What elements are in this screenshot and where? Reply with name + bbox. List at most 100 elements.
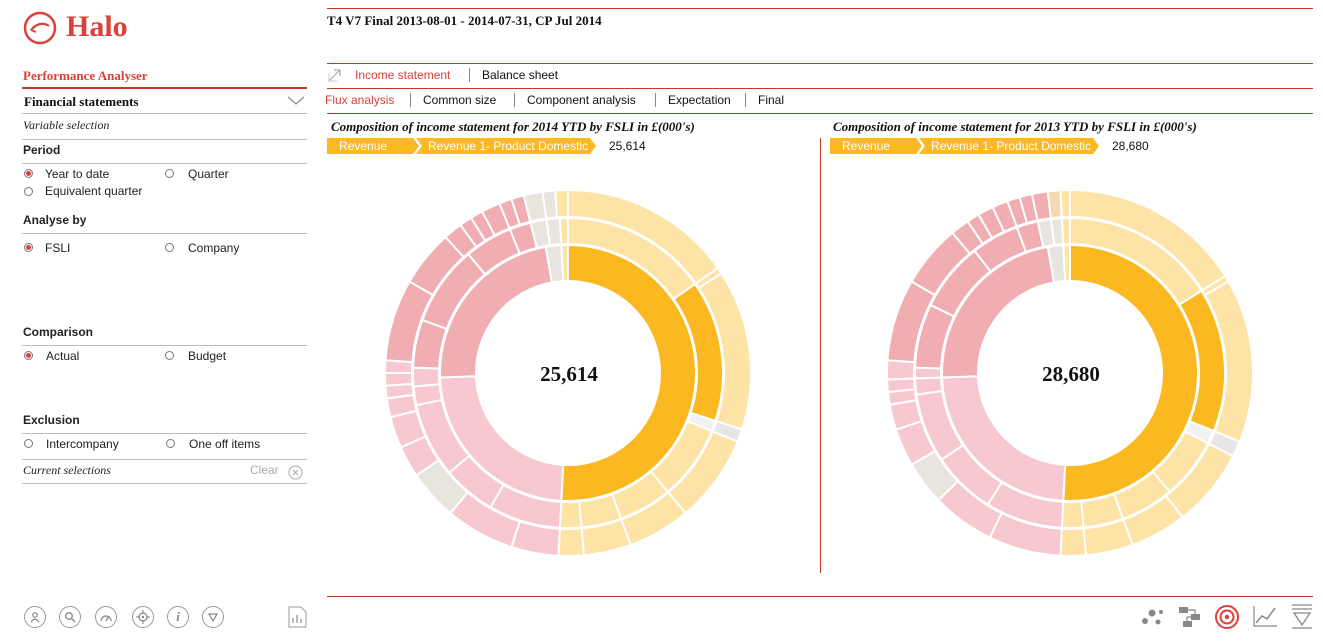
app-name: Halo bbox=[66, 10, 128, 43]
panel-divider bbox=[820, 138, 821, 573]
exclusion-label: Exclusion bbox=[23, 413, 80, 427]
tab-balance-sheet[interactable]: Balance sheet bbox=[482, 68, 559, 82]
sunburst-segment[interactable] bbox=[1060, 500, 1085, 529]
sunburst-segment[interactable] bbox=[1060, 216, 1071, 246]
radio-equivalent-quarter[interactable] bbox=[24, 187, 33, 196]
chart-title-2013: Composition of income statement for 2013… bbox=[833, 119, 1197, 134]
tab-common-size[interactable]: Common size bbox=[423, 93, 497, 107]
sunburst-segment[interactable] bbox=[886, 377, 916, 394]
section-financial-statements[interactable]: Financial statements bbox=[24, 94, 139, 109]
report-title: T4 V7 Final 2013-08-01 - 2014-07-31, CP … bbox=[327, 13, 602, 28]
sunburst-segment[interactable] bbox=[1062, 243, 1071, 283]
radio-year-to-date[interactable] bbox=[24, 169, 33, 178]
sunburst-segment[interactable] bbox=[412, 366, 441, 388]
breadcrumb-value: 28,680 bbox=[1112, 139, 1149, 153]
sunburst-segment[interactable] bbox=[914, 376, 944, 396]
divider bbox=[22, 163, 307, 164]
report-icon[interactable] bbox=[288, 606, 307, 628]
user-icon[interactable] bbox=[24, 606, 46, 628]
sunburst-segment[interactable] bbox=[554, 188, 569, 219]
breadcrumb-revenue-product-domestic[interactable]: Revenue 1- Product Domestic bbox=[416, 138, 596, 154]
sunburst-segment[interactable] bbox=[886, 359, 916, 381]
sunburst-segment[interactable] bbox=[1062, 243, 1199, 502]
chart-title-2014: Composition of income statement for 2014… bbox=[331, 119, 695, 134]
clear-close-icon[interactable] bbox=[288, 465, 303, 480]
sunburst-segment[interactable] bbox=[558, 216, 569, 246]
divider bbox=[22, 433, 307, 434]
tab-income-statement[interactable]: Income statement bbox=[355, 68, 451, 82]
divider bbox=[22, 113, 307, 114]
option-equivalent-quarter[interactable]: Equivalent quarter bbox=[45, 184, 143, 198]
divider bbox=[22, 345, 307, 346]
sunburst-segment[interactable] bbox=[545, 217, 563, 247]
radio-actual[interactable] bbox=[24, 351, 33, 360]
sunburst-icon[interactable] bbox=[1214, 604, 1240, 630]
radio-fsli[interactable] bbox=[24, 243, 33, 252]
tab-component-analysis[interactable]: Component analysis bbox=[527, 93, 636, 107]
period-label: Period bbox=[23, 143, 61, 157]
tab-separator bbox=[514, 93, 515, 107]
hierarchy-icon[interactable] bbox=[1177, 605, 1203, 629]
footer-rule bbox=[327, 596, 1313, 597]
variable-selection-label: Variable selection bbox=[23, 118, 110, 132]
chart-center-value-2014: 25,614 bbox=[540, 362, 598, 386]
chevron-down-icon[interactable] bbox=[287, 96, 305, 106]
breadcrumb-revenue[interactable]: Revenue bbox=[830, 138, 922, 154]
breadcrumb-value: 25,614 bbox=[609, 139, 646, 153]
dashboard-icon[interactable] bbox=[95, 606, 117, 628]
sunburst-chart-2013[interactable] bbox=[885, 186, 1257, 558]
option-actual[interactable]: Actual bbox=[46, 349, 80, 363]
sunburst-segment[interactable] bbox=[1059, 188, 1071, 219]
option-quarter[interactable]: Quarter bbox=[188, 167, 229, 181]
sunburst-center bbox=[979, 282, 1161, 464]
breadcrumb-revenue[interactable]: Revenue bbox=[327, 138, 419, 154]
option-intercompany[interactable]: Intercompany bbox=[46, 437, 119, 451]
target-icon[interactable] bbox=[132, 606, 154, 628]
tab-final[interactable]: Final bbox=[758, 93, 785, 107]
chart-center-value-2013: 28,680 bbox=[1042, 362, 1100, 386]
waterfall-icon[interactable] bbox=[1290, 603, 1314, 629]
radio-budget[interactable] bbox=[165, 351, 174, 360]
sunburst-segment[interactable] bbox=[557, 527, 586, 557]
checkbox-intercompany[interactable] bbox=[24, 439, 33, 448]
analyse-by-label: Analyse by bbox=[23, 213, 87, 227]
option-year-to-date[interactable]: Year to date bbox=[45, 167, 110, 181]
sunburst-segment[interactable] bbox=[560, 243, 569, 283]
info-icon[interactable]: i bbox=[167, 606, 189, 628]
search-icon[interactable] bbox=[59, 606, 81, 628]
radio-quarter[interactable] bbox=[165, 169, 174, 178]
halo-logo-icon bbox=[23, 11, 57, 45]
tab-separator bbox=[469, 68, 470, 82]
option-fsli[interactable]: FSLI bbox=[45, 241, 71, 255]
sunburst-segment[interactable] bbox=[558, 500, 583, 529]
line-chart-icon[interactable] bbox=[1252, 604, 1278, 628]
tab-separator bbox=[410, 93, 411, 107]
expand-icon[interactable] bbox=[327, 67, 343, 83]
sunburst-segment[interactable] bbox=[1059, 527, 1088, 557]
sunburst-segment[interactable] bbox=[384, 372, 414, 387]
module-underline bbox=[22, 87, 307, 89]
comparison-label: Comparison bbox=[23, 325, 94, 339]
option-company[interactable]: Company bbox=[188, 241, 240, 255]
sunburst-segment[interactable] bbox=[560, 243, 697, 502]
tab-flux-analysis[interactable]: Flux analysis bbox=[325, 93, 395, 107]
tab-expectation[interactable]: Expectation bbox=[668, 93, 731, 107]
option-budget[interactable]: Budget bbox=[188, 349, 227, 363]
tab-separator bbox=[655, 93, 656, 107]
module-title[interactable]: Performance Analyser bbox=[23, 68, 148, 83]
sunburst-chart-2014[interactable] bbox=[384, 186, 754, 558]
current-selections-label: Current selections bbox=[23, 463, 111, 477]
radio-company[interactable] bbox=[165, 243, 174, 252]
sunburst-center bbox=[477, 282, 659, 464]
tab-separator bbox=[745, 93, 746, 107]
option-one-off-items[interactable]: One off items bbox=[189, 437, 261, 451]
header-rule-top bbox=[327, 8, 1313, 9]
filter-icon[interactable] bbox=[202, 606, 224, 628]
checkbox-one-off-items[interactable] bbox=[166, 439, 175, 448]
breadcrumb-revenue-product-domestic[interactable]: Revenue 1- Product Domestic bbox=[919, 138, 1099, 154]
divider bbox=[22, 233, 307, 234]
scatter-icon[interactable] bbox=[1140, 605, 1166, 629]
tabs-rule bbox=[327, 113, 1313, 114]
clear-button[interactable]: Clear bbox=[250, 463, 279, 477]
tabs-rule bbox=[327, 88, 1313, 89]
